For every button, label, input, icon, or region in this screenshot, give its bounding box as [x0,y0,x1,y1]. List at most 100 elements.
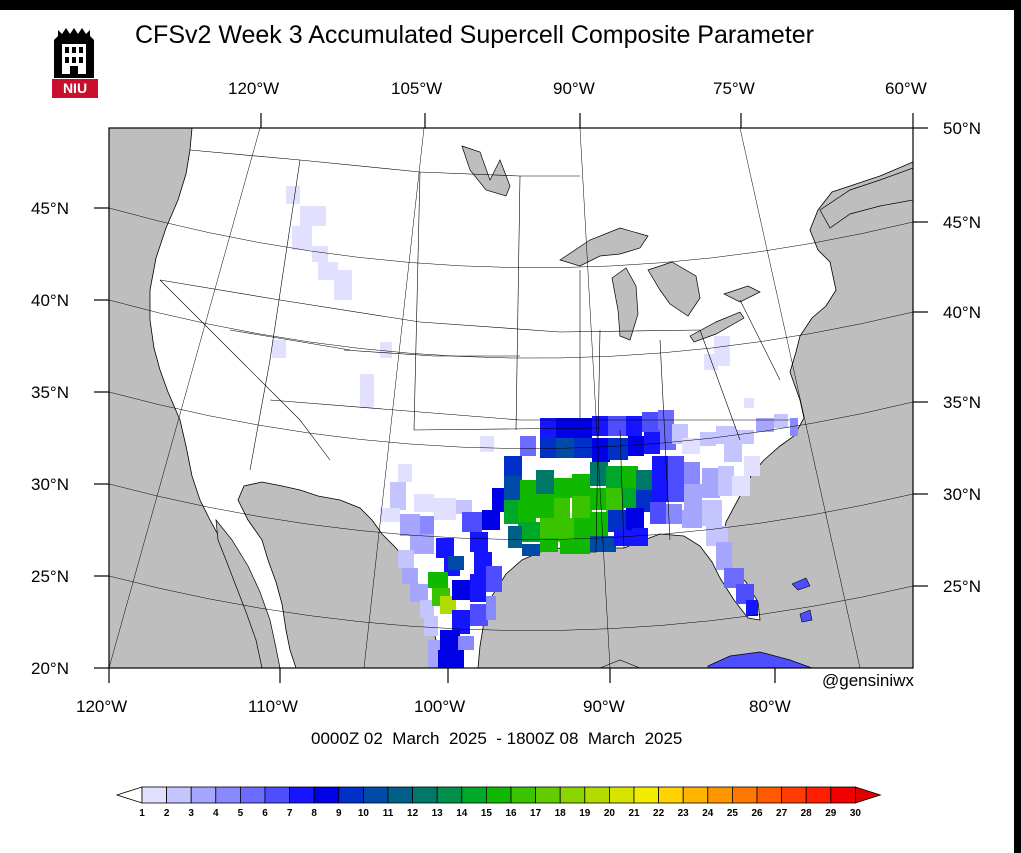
colorbar-right-arrow [855,786,882,804]
scp-cell [774,414,788,428]
colorbar-box [510,786,537,804]
scp-cell [652,456,668,478]
scp-cell [614,530,632,546]
colorbar-tick-label: 5 [237,808,244,819]
colorbar-box [781,786,807,804]
scp-cell [520,436,536,456]
graticule [108,127,914,669]
scp-cell [462,512,482,532]
scp-cell [606,466,622,488]
scp-cell [572,474,590,498]
scp-cell [756,418,774,432]
colorbar-tick-label: 27 [776,808,788,819]
scp-cell [724,444,742,462]
colorbar-tick-label: 4 [213,808,219,819]
hudson-bay-water [461,145,511,197]
scp-cell [636,470,652,492]
scp-cell [560,540,590,554]
right-axis-label: 50°N [943,119,981,138]
scp-cell [504,456,522,476]
scp-cell [292,226,312,250]
colorbar-box [239,786,266,804]
right-axis-label: 25°N [943,577,981,596]
logo-red-band [52,79,98,98]
bahamas-1 [791,577,811,591]
scp-cell [574,438,592,458]
bahamas-2 [799,609,813,623]
bottom-axis-label: 110°W [248,697,298,716]
colorbar-box [338,786,364,804]
colorbar-tick-label: 17 [530,808,542,819]
colorbar-tick-label: 9 [336,808,342,819]
map-title: CFSv2 Week 3 Accumulated Supercell Compo… [135,21,815,49]
scp-cell [508,526,522,548]
right-axis-label: 35°N [943,393,981,412]
colorbar-box [166,786,192,804]
scp-cell [486,566,502,592]
scp-cell [716,542,732,570]
scp-cell [398,464,412,482]
scp-cell [400,514,420,536]
lake-superior [559,227,649,267]
scp-cell [428,640,440,668]
scp-cell [540,518,558,540]
scp-cell [380,342,392,358]
right-axis-label: 40°N [943,303,981,322]
colorbar-tick-label: 11 [382,808,394,819]
scp-cell [790,418,798,436]
scp-cell [522,544,540,556]
scp-cell [554,478,572,498]
scp-cell [632,528,648,546]
scp-cell [272,340,286,358]
scp-cell [644,432,660,454]
colorbar-box [141,786,168,804]
scp-cell [360,374,374,408]
colorbar-tick-label: 19 [579,808,591,819]
bottom-axis-label: 90°W [583,697,625,716]
colorbar-tick-label: 14 [456,808,468,819]
scp-cell [652,478,668,502]
map-frame [108,127,914,669]
scp-cell [714,336,730,366]
bottom-axis-label: 80°W [749,697,791,716]
colorbar [115,786,882,804]
colorbar-box [289,786,315,804]
scp-cell [572,496,592,518]
scp-cell [700,432,716,446]
scp-cell [518,500,536,522]
scp-cell [540,418,556,438]
colorbar-box [658,786,684,804]
scp-cell [470,604,488,626]
scp-cell [592,438,610,462]
scp-cell [636,490,652,512]
scp-cell [414,494,434,512]
scp-cell [540,438,556,458]
scp-cell [536,494,554,518]
left-axis-label: 40°N [31,291,69,310]
scp-cell [682,510,702,528]
scp-cell [518,522,540,542]
colorbar-box [436,786,463,804]
scp-cell [410,534,434,554]
top-axis-label: 60°W [885,79,927,98]
scp-cell [608,510,626,532]
scp-cell [724,568,744,588]
colorbar-tick-label: 25 [726,808,738,819]
colorbar-tick-label: 7 [286,808,293,819]
scp-cell [436,538,454,558]
scp-cell [684,484,702,510]
bottom-axis-label: 100°W [414,697,466,716]
scp-cell [424,616,438,636]
lake-ontario [723,285,761,303]
scp-cell [556,518,574,542]
colorbar-tick-label: 12 [407,808,419,819]
author-handle: @gensiniwx [822,671,914,690]
scp-cell [592,416,610,436]
colorbar-tick-label: 26 [751,808,763,819]
colorbar-box [609,786,635,804]
colorbar-box [313,786,340,804]
scp-cell [718,466,734,496]
scp-cell [486,596,496,620]
scp-cell [706,526,728,546]
scp-cell [622,466,638,488]
